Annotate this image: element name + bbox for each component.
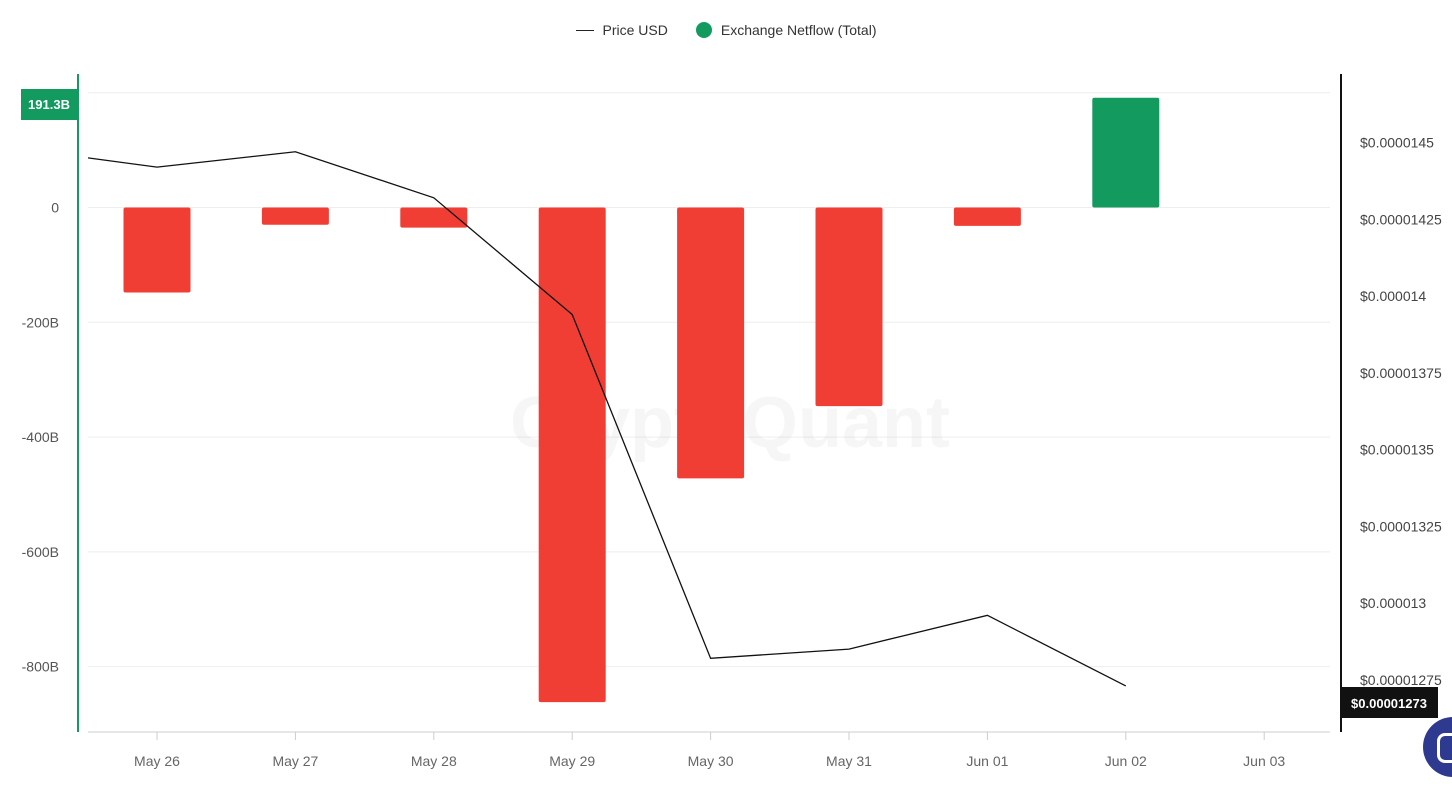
- chat-icon: [1437, 733, 1452, 763]
- legend-price-label: Price USD: [602, 22, 668, 38]
- netflow-dot-swatch: [695, 22, 712, 38]
- x-tick-label: Jun 03: [1243, 753, 1285, 769]
- left-badge-bg: [21, 89, 78, 120]
- x-tick-label: Jun 01: [966, 753, 1008, 769]
- left-axis-ticks: 0 -200B -400B -600B -800B: [22, 200, 60, 675]
- price-line-swatch: [575, 29, 594, 31]
- right-tick-label: $0.00001275: [1360, 672, 1442, 688]
- left-tick-label: -400B: [22, 429, 59, 445]
- x-tick-label: May 30: [688, 753, 734, 769]
- right-tick-label: $0.00001375: [1360, 365, 1442, 381]
- right-tick-label: $0.00001425: [1360, 211, 1442, 227]
- x-tick-label: Jun 02: [1105, 753, 1147, 769]
- netflow-bar: [1092, 97, 1160, 208]
- left-badge-value: 191.3B: [28, 97, 70, 112]
- x-tick-label: May 28: [411, 753, 457, 769]
- x-axis-ticks: May 26 May 27 May 28 May 29 May 30 May 31 Jun …: [134, 732, 1285, 769]
- x-tick-label: May 27: [272, 753, 318, 769]
- left-tick-label: -200B: [22, 314, 59, 330]
- right-tick-label: $0.000013: [1360, 595, 1426, 611]
- right-badge-value: $0.00001273: [1351, 696, 1427, 711]
- price-line: [87, 151, 1127, 687]
- right-value-badge: $0.00001273: [1341, 687, 1438, 718]
- netflow-bar: [261, 207, 329, 225]
- right-tick-label: $0.0000145: [1360, 135, 1434, 151]
- x-tick-label: May 26: [134, 753, 180, 769]
- left-tick-label: -800B: [22, 659, 59, 675]
- right-tick-label: $0.000014: [1360, 288, 1426, 304]
- x-tick-label: May 31: [826, 753, 872, 769]
- legend-netflow-label: Exchange Netflow (Total): [720, 22, 877, 38]
- left-tick-label: 0: [51, 200, 59, 216]
- x-tick-label: May 29: [549, 753, 595, 769]
- legend-item-price[interactable]: Price USD: [575, 22, 668, 38]
- netflow-bar: [815, 207, 883, 407]
- right-badge-bg: [1341, 687, 1438, 718]
- netflow-bars: [123, 97, 1160, 703]
- legend: Price USD Exchange Netflow (Total): [0, 22, 1452, 38]
- right-axis-ticks: $0.0000145 $0.00001425 $0.000014 $0.0000137…: [1360, 135, 1442, 688]
- netflow-bar: [538, 207, 606, 703]
- netflow-bar: [677, 207, 745, 479]
- right-tick-label: $0.0000135: [1360, 442, 1434, 458]
- left-value-badge: 191.3B: [21, 89, 78, 120]
- left-tick-label: -600B: [22, 544, 59, 560]
- netflow-bar: [123, 207, 191, 293]
- legend-item-netflow[interactable]: Exchange Netflow (Total): [695, 22, 877, 38]
- price-line-group: [87, 151, 1127, 687]
- right-tick-label: $0.00001325: [1360, 518, 1442, 534]
- netflow-bar: [953, 207, 1021, 226]
